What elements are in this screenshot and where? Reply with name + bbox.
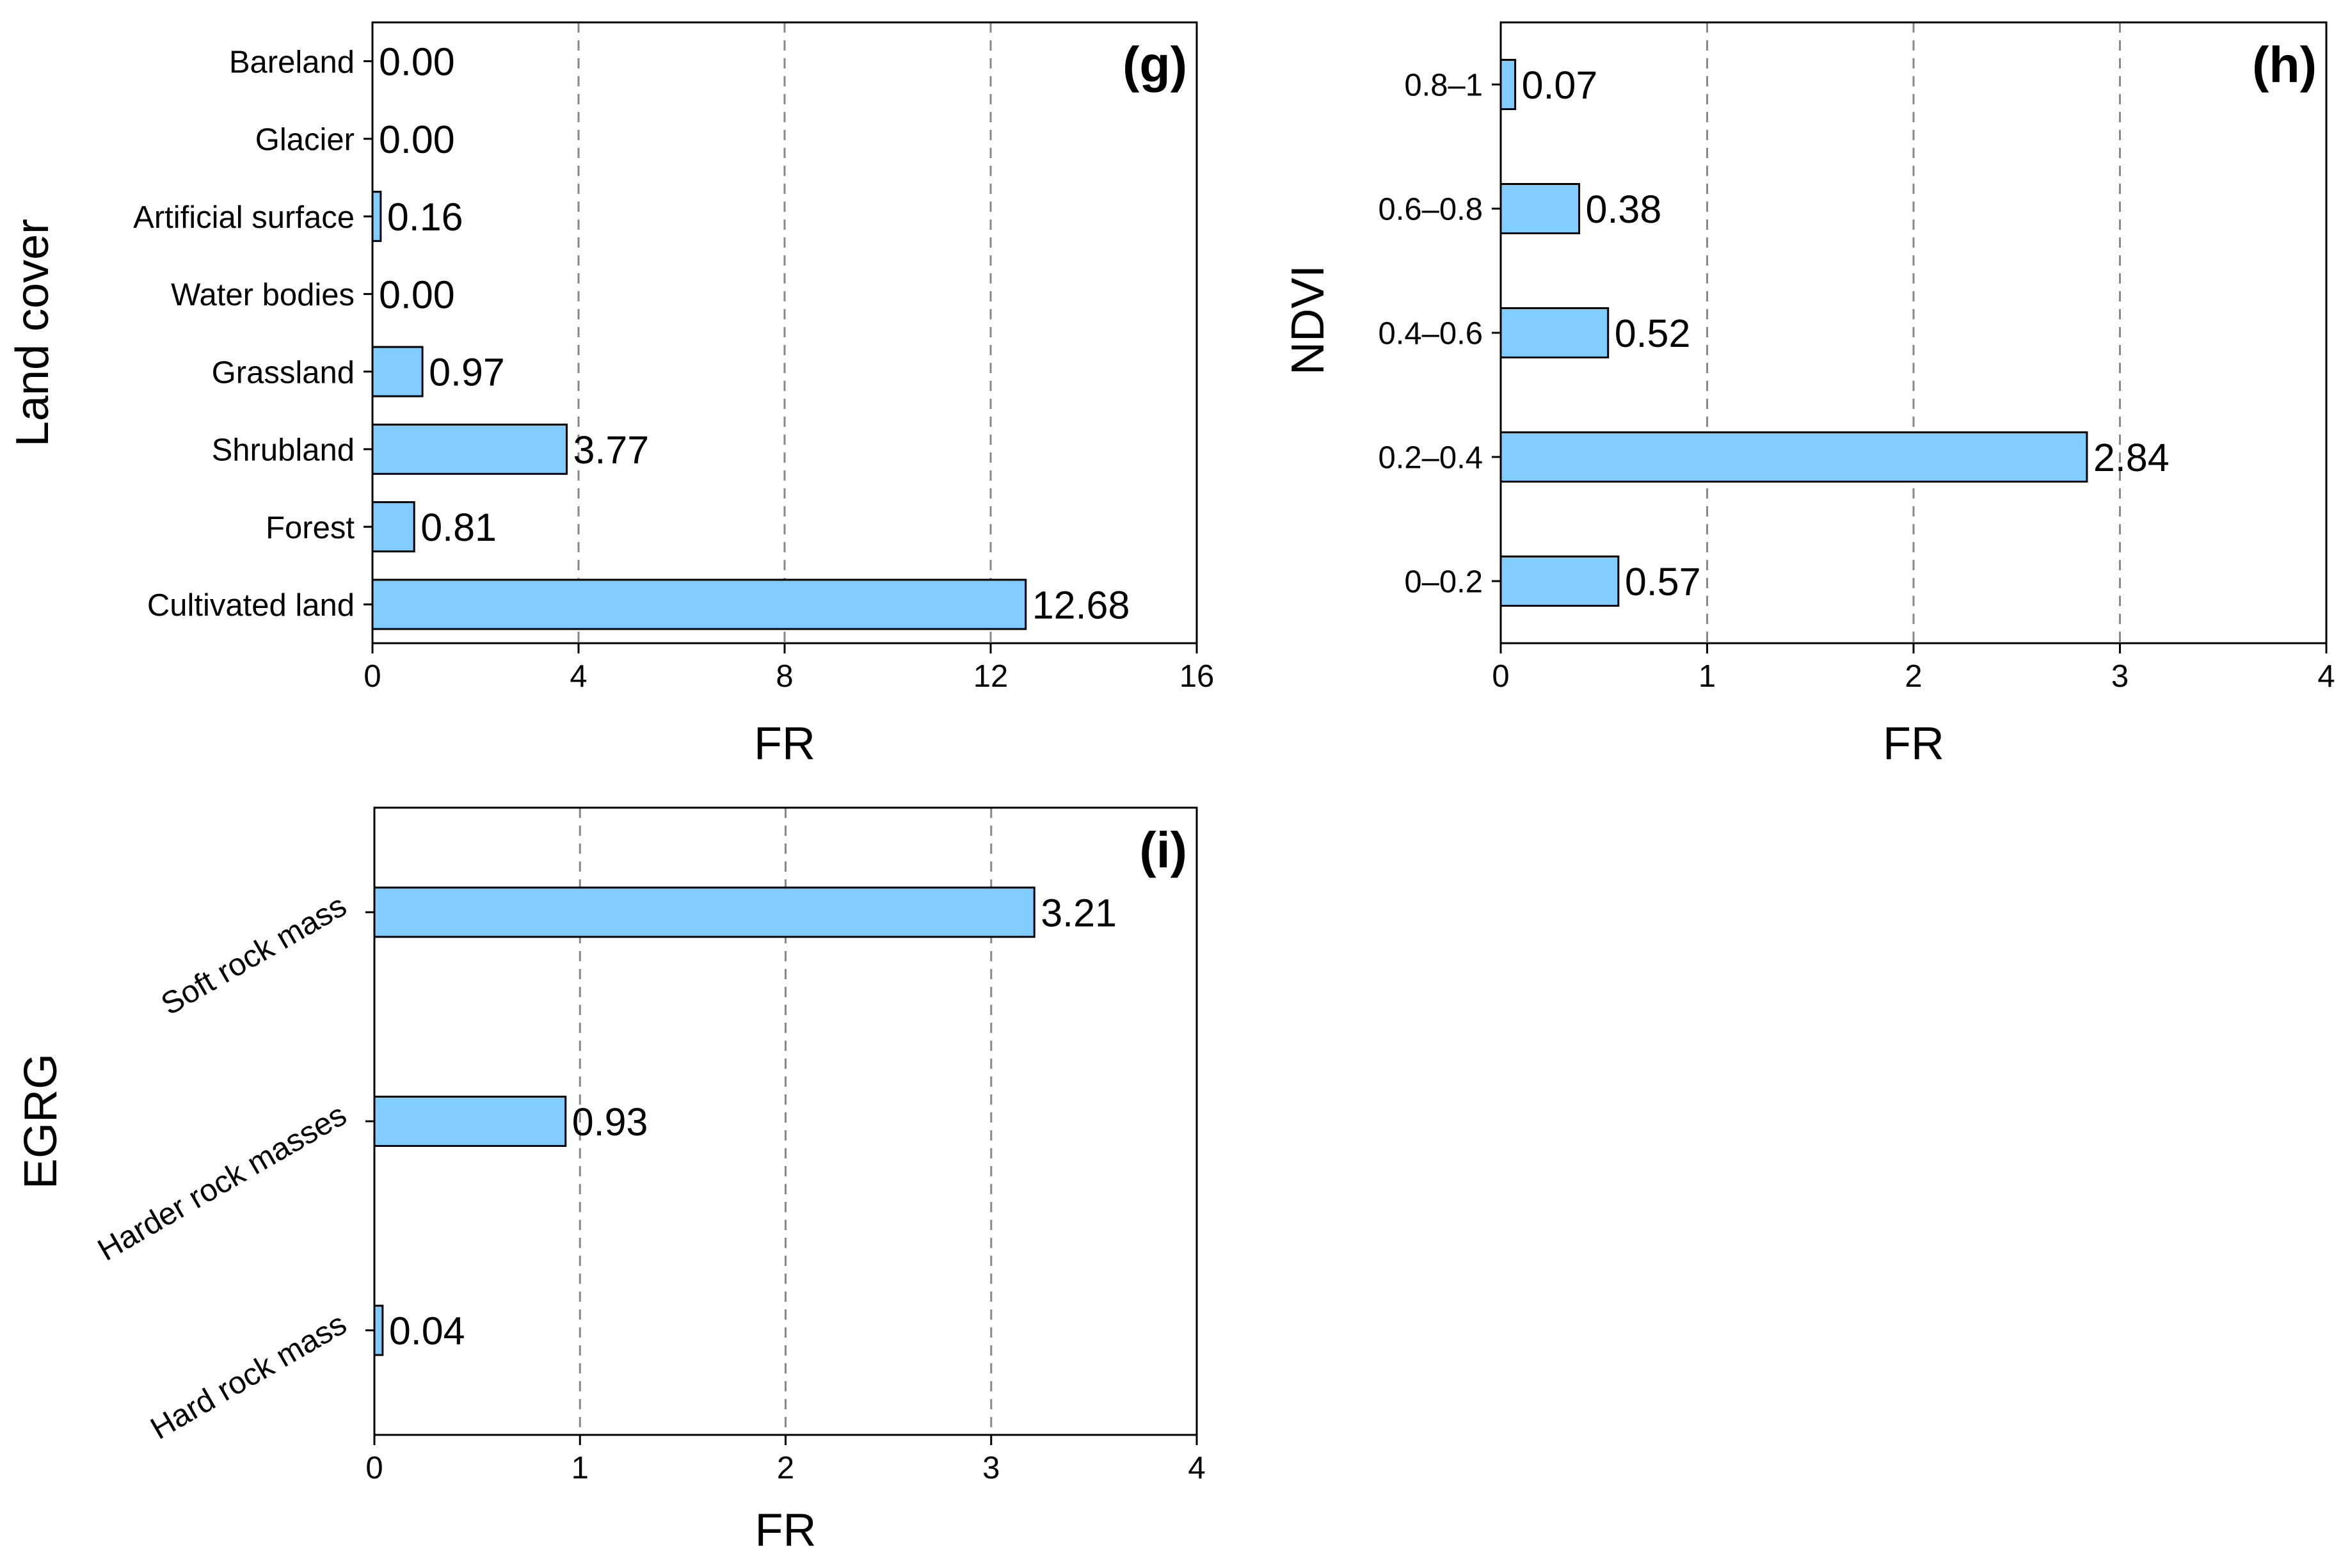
bar [371,501,415,553]
data-label: 0.52 [1615,312,1691,355]
x-tick-label: 12 [973,659,1009,694]
x-tick-label: 2 [777,1451,794,1485]
x-tick-label: 1 [572,1451,589,1485]
data-label: 2.84 [2093,436,2170,479]
data-label: 0.57 [1625,560,1701,604]
panel-label: (i) [1139,821,1187,878]
x-tick-label: 16 [1179,659,1215,694]
y-tick-label: 0.4–0.6 [1379,317,1483,351]
data-label: 0.38 [1586,188,1662,231]
chart-panel-g: 0.00 Bareland 0.00 Glacier 0.16 Artificial su… [7,21,1215,769]
y-tick-label: 0–0.2 [1404,565,1483,600]
y-tick-label: Hard rock mass [145,1306,352,1446]
bar [1499,431,2088,483]
x-tick-label: 3 [2111,659,2129,694]
y-tick-label: Bareland [229,45,355,79]
x-tick-label: 4 [1188,1451,1205,1485]
x-axis-title: FR [755,1505,817,1556]
data-label: 3.21 [1041,891,1117,934]
chart-panel-i: 3.21 Soft rock mass 0.93 Harder rock masses… [15,806,1206,1556]
panel-label: (h) [2252,36,2317,93]
data-label: 0.00 [379,40,455,84]
data-label: 0.97 [429,351,505,394]
data-label: 12.68 [1032,583,1130,627]
chart-panel-h: 0.07 0.8–1 0.38 0.6–0.8 0.52 0.4–0.6 2.84 0.2–0… [1283,21,2335,769]
x-tick-label: 2 [1905,659,1922,694]
data-label: 0.00 [379,273,455,316]
x-tick-label: 4 [2317,659,2335,694]
bar [1499,307,1610,358]
panel-label: (g) [1123,36,1187,93]
y-tick-label: 0.8–1 [1404,68,1483,103]
y-axis-title: Land cover [7,219,58,447]
bar [1499,556,1620,607]
y-axis-title: EGRG [15,1053,67,1189]
y-axis-title: NDVI [1283,265,1334,375]
y-tick-label: Artificial surface [133,200,355,235]
y-tick-label: Cultivated land [147,588,355,623]
data-label: 0.81 [420,506,497,549]
data-label: 0.16 [387,195,463,239]
y-tick-label: Shrubland [212,433,355,468]
bar [373,1304,384,1356]
y-tick-label: Harder rock masses [92,1098,353,1268]
bar [371,423,568,475]
x-tick-label: 0 [364,659,381,694]
data-label: 0.00 [379,118,455,161]
x-tick-label: 3 [982,1451,1000,1485]
x-axis-title: FR [754,718,815,769]
bar [373,1096,567,1147]
data-label: 0.04 [389,1309,465,1353]
data-label: 0.93 [572,1100,648,1144]
y-tick-label: 0.2–0.4 [1379,441,1483,476]
x-tick-label: 0 [1492,659,1509,694]
bar [1499,183,1581,234]
data-label: 0.07 [1522,63,1598,107]
y-tick-label: 0.6–0.8 [1379,193,1483,227]
x-tick-label: 0 [365,1451,383,1485]
x-axis-title: FR [1883,718,1944,769]
x-tick-label: 8 [776,659,793,694]
data-label: 3.77 [573,428,649,472]
y-tick-label: Glacier [255,123,355,157]
bar [1499,59,1517,110]
x-tick-label: 1 [1699,659,1716,694]
y-tick-label: Soft rock mass [156,888,353,1022]
bar [373,886,1035,938]
bar [371,579,1027,630]
x-tick-label: 4 [570,659,587,694]
y-tick-label: Water bodies [171,278,355,312]
y-tick-label: Grassland [212,355,355,390]
bar [371,191,382,243]
y-tick-label: Forest [266,511,355,545]
bar [371,346,424,397]
